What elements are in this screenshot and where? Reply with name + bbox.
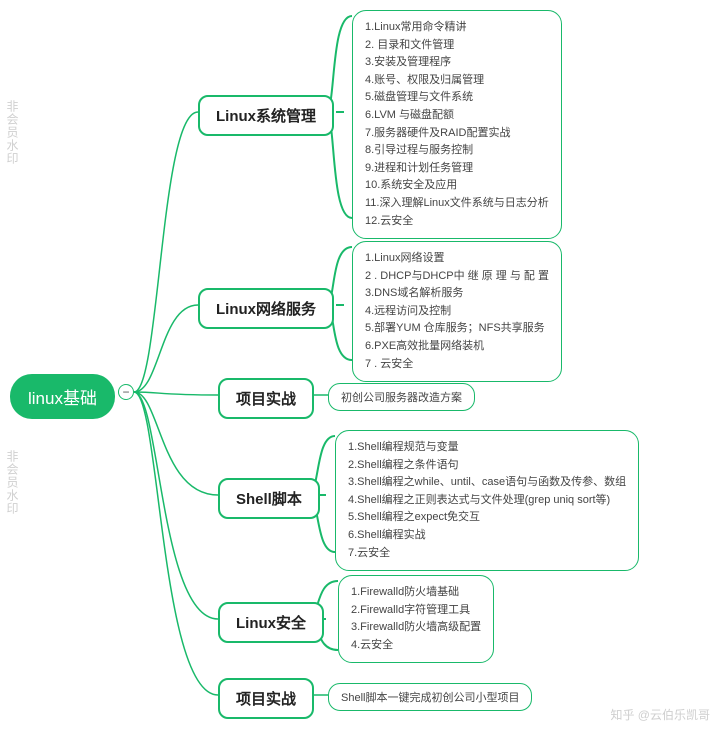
watermark-side-1: 非会员水印 (4, 100, 21, 165)
leaf-item: 3.Firewalld防火墙高级配置 (351, 619, 481, 637)
leaf-item: 4.Shell编程之正则表达式与文件处理(grep uniq sort等) (348, 492, 626, 510)
leaf-item: 1.Linux常用命令精讲 (365, 19, 549, 37)
collapse-toggle[interactable]: − (118, 384, 134, 400)
leaf-item: 9.进程和计划任务管理 (365, 160, 549, 178)
leaf-group-0: 1.Linux常用命令精讲2. 目录和文件管理3.安装及管理程序4.账号、权限及… (352, 10, 562, 239)
leaf-item: 2.Shell编程之条件语句 (348, 457, 626, 475)
leaf-item: 7.服务器硬件及RAID配置实战 (365, 125, 549, 143)
leaf-item: 5.部署YUM 仓库服务；NFS共享服务 (365, 320, 549, 338)
leaf-item: 5.Shell编程之expect免交互 (348, 509, 626, 527)
leaf-item: 1.Linux网络设置 (365, 250, 549, 268)
leaf-item: 6.PXE高效批量网络装机 (365, 338, 549, 356)
branch-node-2[interactable]: 项目实战 (218, 378, 314, 419)
branch-node-1[interactable]: Linux网络服务 (198, 288, 334, 329)
leaf-item: 3.DNS域名解析服务 (365, 285, 549, 303)
leaf-item: 3.安装及管理程序 (365, 54, 549, 72)
leaf-item: 6.LVM 与磁盘配额 (365, 107, 549, 125)
leaf-item: 7.云安全 (348, 545, 626, 563)
branch-node-4[interactable]: Linux安全 (218, 602, 324, 643)
branch-node-0[interactable]: Linux系统管理 (198, 95, 334, 136)
leaf-item: 2.Firewalld字符管理工具 (351, 602, 481, 620)
leaf-item: 2. 目录和文件管理 (365, 37, 549, 55)
root-label: linux基础 (28, 389, 97, 408)
watermark-bottom: 知乎 @云伯乐凯哥 (610, 706, 710, 723)
leaf-group-3: 1.Shell编程规范与变量2.Shell编程之条件语句3.Shell编程之wh… (335, 430, 639, 571)
leaf-item: 2 . DHCP与DHCP中 继 原 理 与 配 置 (365, 268, 549, 286)
root-node[interactable]: linux基础 (10, 374, 115, 419)
leaf-item: 10.系统安全及应用 (365, 177, 549, 195)
leaf-item: 4.云安全 (351, 637, 481, 655)
branch-node-3[interactable]: Shell脚本 (218, 478, 320, 519)
leaf-single-2: 初创公司服务器改造方案 (328, 383, 475, 411)
leaf-item: 5.磁盘管理与文件系统 (365, 89, 549, 107)
leaf-item: 6.Shell编程实战 (348, 527, 626, 545)
leaf-item: 11.深入理解Linux文件系统与日志分析 (365, 195, 549, 213)
leaf-item: 7 . 云安全 (365, 356, 549, 374)
leaf-item: 4.远程访问及控制 (365, 303, 549, 321)
leaf-single-5: Shell脚本一键完成初创公司小型项目 (328, 683, 532, 711)
leaf-item: 3.Shell编程之while、until、case语句与函数及传参、数组 (348, 474, 626, 492)
leaf-item: 1.Shell编程规范与变量 (348, 439, 626, 457)
leaf-group-4: 1.Firewalld防火墙基础2.Firewalld字符管理工具3.Firew… (338, 575, 494, 663)
leaf-item: 8.引导过程与服务控制 (365, 142, 549, 160)
leaf-group-1: 1.Linux网络设置2 . DHCP与DHCP中 继 原 理 与 配 置3.D… (352, 241, 562, 382)
watermark-side-2: 非会员水印 (4, 450, 21, 515)
leaf-item: 12.云安全 (365, 213, 549, 231)
branch-node-5[interactable]: 项目实战 (218, 678, 314, 719)
leaf-item: 1.Firewalld防火墙基础 (351, 584, 481, 602)
leaf-item: 4.账号、权限及归属管理 (365, 72, 549, 90)
